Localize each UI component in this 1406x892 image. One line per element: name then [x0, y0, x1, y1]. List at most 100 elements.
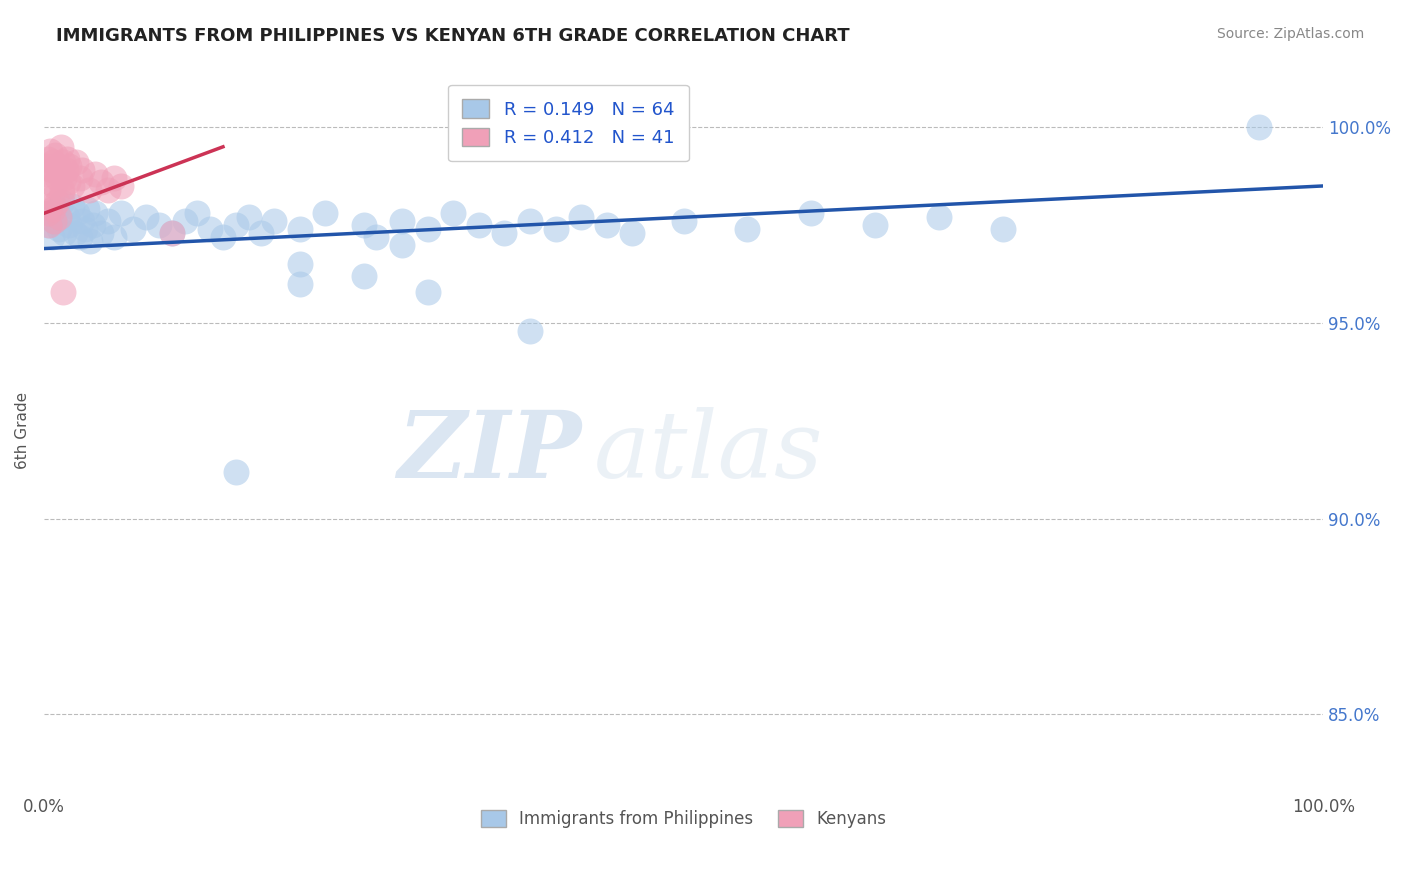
- Point: [56, 211, 79, 225]
- Point: [69, 230, 91, 244]
- Point: [198, 222, 221, 236]
- Point: [73, 222, 96, 236]
- Point: [60, 198, 83, 212]
- Point: [186, 206, 208, 220]
- Point: [160, 226, 183, 240]
- Point: [49, 140, 72, 154]
- Point: [90, 226, 112, 240]
- Point: [58, 175, 80, 189]
- Point: [148, 218, 170, 232]
- Point: [51, 194, 73, 209]
- Point: [97, 183, 120, 197]
- Point: [53, 171, 76, 186]
- Point: [48, 167, 70, 181]
- Point: [391, 214, 413, 228]
- Point: [103, 171, 125, 186]
- Point: [173, 214, 195, 228]
- Point: [41, 191, 63, 205]
- Point: [737, 222, 759, 236]
- Point: [42, 202, 65, 217]
- Point: [97, 214, 120, 228]
- Point: [38, 175, 60, 189]
- Point: [56, 152, 79, 166]
- Point: [800, 206, 823, 220]
- Point: [519, 324, 541, 338]
- Point: [468, 218, 491, 232]
- Point: [42, 214, 65, 228]
- Point: [42, 178, 65, 193]
- Point: [103, 230, 125, 244]
- Point: [58, 218, 80, 232]
- Point: [45, 171, 67, 186]
- Point: [51, 183, 73, 197]
- Point: [39, 198, 62, 212]
- Point: [38, 206, 60, 220]
- Point: [66, 206, 89, 220]
- Point: [672, 214, 695, 228]
- Point: [63, 226, 86, 240]
- Point: [225, 218, 247, 232]
- Point: [44, 147, 66, 161]
- Point: [1249, 120, 1271, 135]
- Point: [45, 202, 67, 217]
- Text: IMMIGRANTS FROM PHILIPPINES VS KENYAN 6TH GRADE CORRELATION CHART: IMMIGRANTS FROM PHILIPPINES VS KENYAN 6T…: [56, 27, 849, 45]
- Point: [314, 206, 336, 220]
- Point: [37, 206, 59, 220]
- Point: [84, 167, 107, 181]
- Point: [39, 144, 62, 158]
- Point: [544, 222, 567, 236]
- Point: [288, 222, 311, 236]
- Point: [52, 155, 75, 169]
- Legend: Immigrants from Philippines, Kenyans: Immigrants from Philippines, Kenyans: [474, 804, 893, 835]
- Point: [110, 178, 132, 193]
- Point: [52, 285, 75, 299]
- Point: [41, 163, 63, 178]
- Point: [569, 211, 592, 225]
- Point: [238, 211, 260, 225]
- Point: [135, 211, 157, 225]
- Point: [55, 163, 77, 178]
- Point: [596, 218, 619, 232]
- Y-axis label: 6th Grade: 6th Grade: [15, 392, 30, 469]
- Point: [993, 222, 1015, 236]
- Point: [416, 285, 439, 299]
- Point: [51, 186, 73, 201]
- Point: [441, 206, 464, 220]
- Point: [35, 160, 58, 174]
- Point: [928, 211, 950, 225]
- Point: [122, 222, 145, 236]
- Point: [225, 465, 247, 479]
- Point: [77, 183, 100, 197]
- Point: [366, 230, 388, 244]
- Point: [72, 163, 94, 178]
- Point: [353, 218, 375, 232]
- Point: [84, 206, 107, 220]
- Point: [621, 226, 644, 240]
- Point: [288, 277, 311, 291]
- Point: [45, 194, 67, 209]
- Point: [48, 222, 70, 236]
- Point: [263, 214, 285, 228]
- Point: [494, 226, 516, 240]
- Point: [60, 178, 83, 193]
- Text: atlas: atlas: [593, 408, 824, 498]
- Point: [110, 206, 132, 220]
- Point: [82, 218, 104, 232]
- Point: [79, 234, 101, 248]
- Point: [416, 222, 439, 236]
- Text: ZIP: ZIP: [396, 408, 581, 498]
- Point: [72, 214, 94, 228]
- Point: [53, 226, 76, 240]
- Point: [37, 152, 59, 166]
- Point: [391, 237, 413, 252]
- Point: [519, 214, 541, 228]
- Point: [46, 160, 69, 174]
- Point: [42, 155, 65, 169]
- Point: [160, 226, 183, 240]
- Point: [42, 214, 65, 228]
- Point: [865, 218, 887, 232]
- Point: [41, 230, 63, 244]
- Point: [69, 171, 91, 186]
- Point: [76, 202, 98, 217]
- Point: [288, 257, 311, 271]
